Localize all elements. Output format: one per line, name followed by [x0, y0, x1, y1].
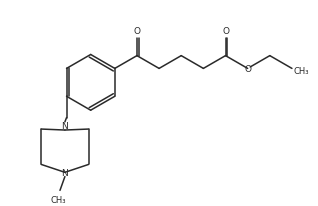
Text: O: O	[134, 27, 141, 36]
Text: N: N	[61, 122, 68, 131]
Text: CH₃: CH₃	[294, 66, 309, 75]
Text: O: O	[244, 65, 251, 74]
Text: CH₃: CH₃	[51, 195, 66, 204]
Text: N: N	[61, 168, 68, 177]
Text: O: O	[222, 27, 229, 36]
